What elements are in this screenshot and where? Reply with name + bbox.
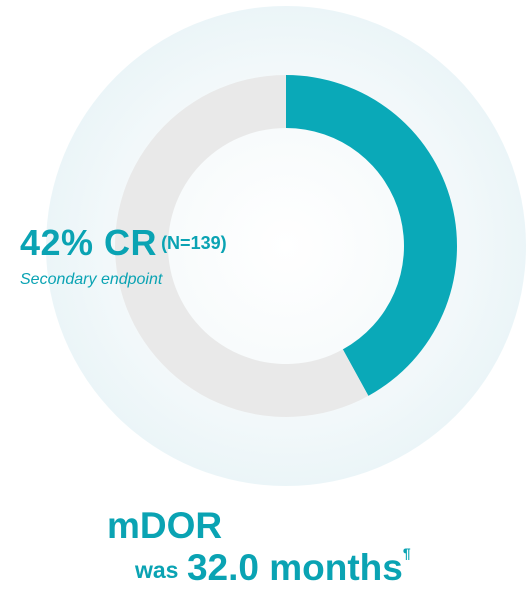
- cr-percentage: 42% CR: [20, 222, 158, 263]
- footnote-mark: ¶: [402, 545, 411, 561]
- mdor-was: was: [135, 557, 179, 583]
- sample-size: (N=139): [161, 233, 227, 253]
- mdor-label: mDOR: [107, 505, 223, 546]
- secondary-endpoint-label: Secondary endpoint: [20, 271, 163, 288]
- slice-cr: [286, 75, 457, 396]
- mdor-value-line: was 32.0 months¶: [135, 545, 411, 589]
- cr-stat: 42% CR (N=139): [20, 222, 227, 264]
- mdor-value: 32.0 months: [186, 547, 403, 588]
- slice-other: [114, 75, 369, 417]
